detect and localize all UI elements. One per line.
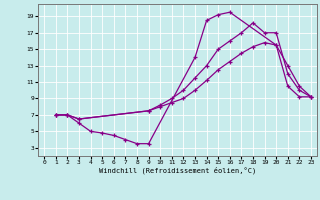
X-axis label: Windchill (Refroidissement éolien,°C): Windchill (Refroidissement éolien,°C) [99, 167, 256, 174]
